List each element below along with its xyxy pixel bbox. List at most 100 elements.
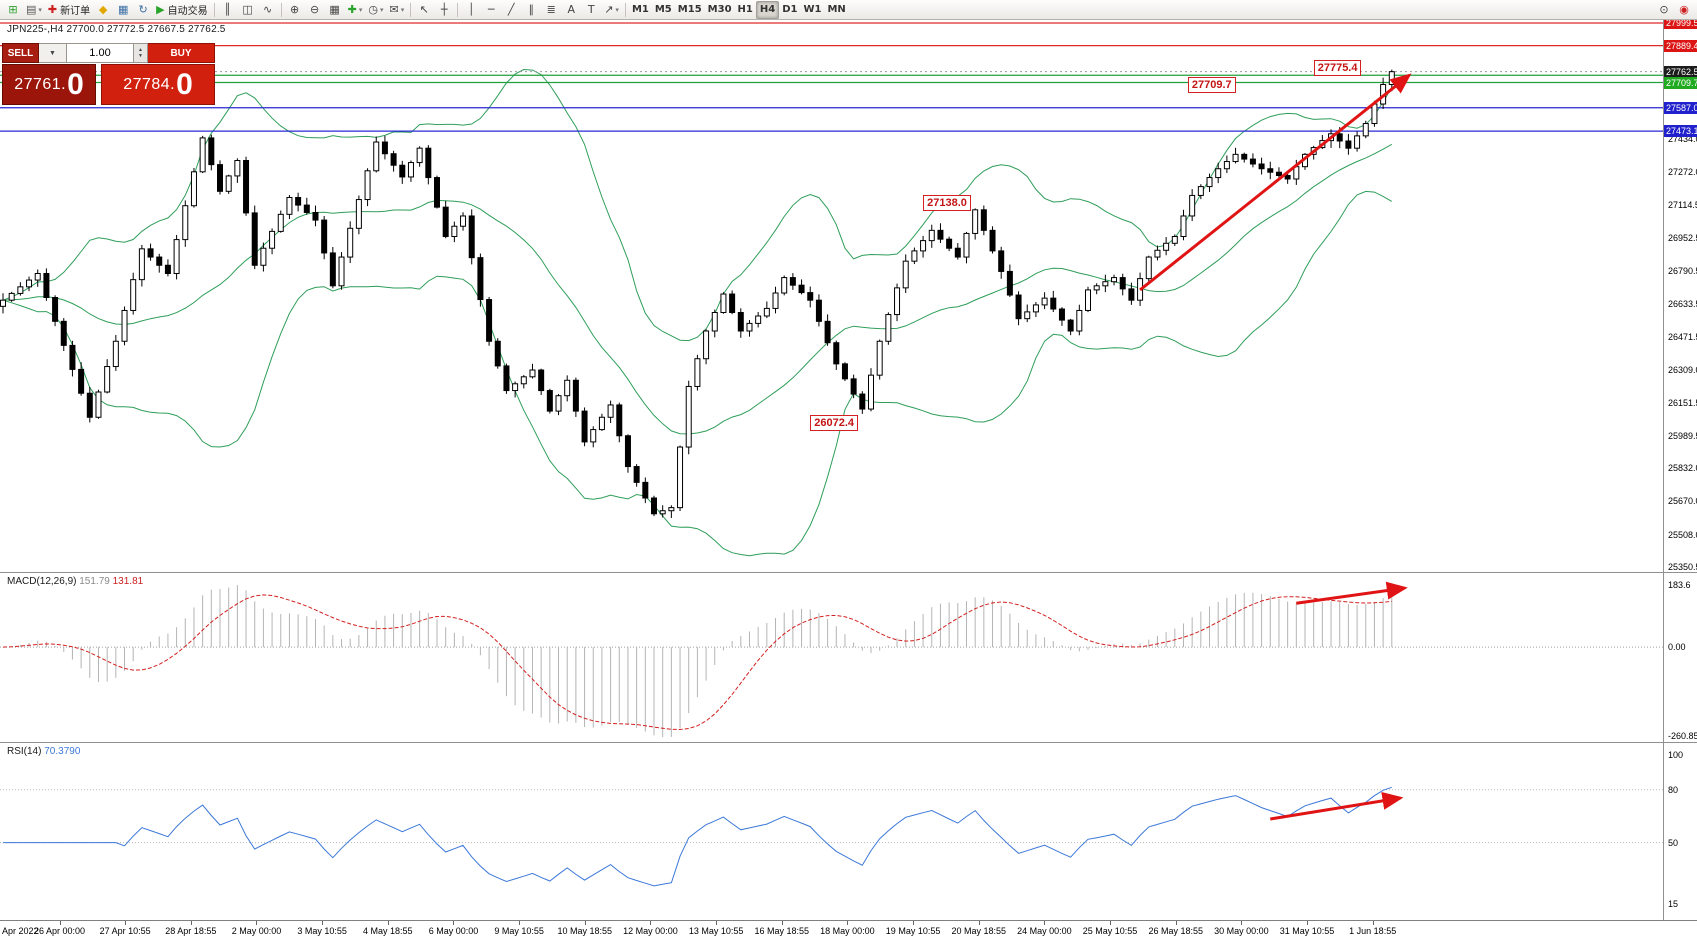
fibonacci-icon: ≣ (546, 3, 556, 16)
add-indicator-icon: ✚ (347, 3, 357, 16)
timeframe-h4[interactable]: H4 (755, 0, 780, 19)
buy-button[interactable]: BUY (148, 43, 215, 63)
trend-arrow[interactable] (1296, 581, 1408, 605)
time-axis-tick (978, 921, 980, 925)
periods-button[interactable]: ◷ ▾ (365, 1, 386, 19)
new-order-icon: ✚ (47, 3, 58, 16)
price-annotation[interactable]: 27709.7 (1187, 76, 1236, 93)
price-scale-tick: 27114.5 (1668, 199, 1697, 210)
sell-button[interactable]: SELL (2, 43, 39, 63)
price-scale-tick: 25989.5 (1668, 430, 1697, 441)
price-scale-marker: 27762.5 (1664, 65, 1697, 78)
time-axis-label: 28 Apr 18:55 (165, 926, 217, 936)
time-axis-label: 20 May 18:55 (951, 926, 1007, 936)
arrows-objects-button[interactable]: ↗ ▾ (601, 1, 622, 19)
price-annotation[interactable]: 27775.4 (1313, 59, 1362, 76)
time-axis-tick (847, 921, 849, 925)
timeframe-m15[interactable]: M15 (677, 4, 702, 15)
zoom-out-button[interactable]: ⊖ (305, 1, 325, 19)
timeframe-m1[interactable]: M1 (631, 4, 649, 15)
equidistant-channel-button[interactable]: ∥ (521, 1, 541, 19)
sell-price-button[interactable]: 27761. 0 (2, 64, 96, 105)
time-axis[interactable]: Apr 2022 26 Apr 00:00 27 Apr 10:55 28 Apr 1… (0, 920, 1697, 938)
metaeditor-icon: ◆ (98, 3, 108, 16)
time-axis-label: 27 Apr 10:55 (99, 926, 151, 936)
buy-price-button[interactable]: 27784. 0 (101, 64, 215, 105)
price-annotation[interactable]: 26072.4 (810, 415, 859, 432)
text-label-button[interactable]: T (581, 1, 601, 19)
search-button[interactable]: ⊙ (1654, 1, 1674, 19)
price-scale-tick: 26633.5 (1668, 298, 1697, 309)
rsi-label: RSI(14) 70.3790 (7, 746, 80, 757)
chevron-down-icon: ▾ (379, 5, 384, 14)
toolbar-separator (410, 2, 412, 17)
price-scale-tick: 27272.0 (1668, 167, 1697, 178)
refresh-button[interactable]: ↻ (133, 1, 153, 19)
auto-trading-button[interactable]: ▶ 自动交易 (153, 1, 210, 19)
time-axis-label: 4 May 18:55 (363, 926, 413, 936)
zoom-out-icon: ⊖ (310, 3, 320, 16)
chart-canvas[interactable] (0, 20, 1697, 938)
horizontal-line-button[interactable]: ─ (481, 1, 501, 19)
vertical-line-button[interactable]: │ (461, 1, 481, 19)
time-axis-label: 25 May 10:55 (1082, 926, 1138, 936)
time-axis-label: 12 May 00:00 (623, 926, 678, 936)
trendline-button[interactable]: ╱ (501, 1, 521, 19)
time-axis-tick (781, 921, 783, 925)
line-chart-mode-button[interactable]: ∿ (258, 1, 278, 19)
price-scale-tick: 25508.0 (1668, 529, 1697, 540)
toolbar-separator (624, 2, 626, 17)
community-button[interactable]: ◉ (1674, 1, 1694, 19)
add-indicator-button[interactable]: ✚ ▾ (345, 1, 366, 19)
search-icon: ⊙ (1659, 3, 1669, 16)
bar-chart-mode-button[interactable]: ║ (218, 1, 238, 19)
candlestick-mode-icon: ◫ (242, 3, 253, 16)
price-annotation[interactable]: 27138.0 (923, 194, 971, 211)
market-watch-button[interactable]: ▦ (113, 1, 133, 19)
timeframe-d1[interactable]: D1 (782, 4, 798, 15)
new-chart-button[interactable]: ⊞ (3, 1, 23, 19)
bar-chart-mode-icon: ║ (224, 3, 231, 16)
order-type-dropdown[interactable]: ▼ (39, 43, 67, 63)
time-axis-label: 1 Jun 18:55 (1349, 926, 1397, 936)
price-scale-tick: 26309.0 (1668, 365, 1697, 376)
rsi-line (3, 786, 1392, 887)
profiles-button[interactable]: ▤ ▾ (23, 1, 45, 19)
cursor-button[interactable]: ↖ (414, 1, 434, 19)
volume-input[interactable] (67, 43, 134, 63)
timeframe-w1[interactable]: W1 (803, 4, 822, 15)
trend-arrow[interactable] (1139, 73, 1412, 292)
tile-windows-button[interactable]: ▦ (325, 1, 345, 19)
metaeditor-button[interactable]: ◆ (93, 1, 113, 19)
crosshair-button[interactable]: ┼ (434, 1, 454, 19)
spinner-down-icon[interactable]: ▼ (138, 53, 143, 59)
time-axis-tick (125, 921, 127, 925)
time-axis-tick (716, 921, 718, 925)
timeframe-mn[interactable]: MN (827, 4, 846, 15)
price-scale-tick: 25832.0 (1668, 463, 1697, 474)
bollinger-bands[interactable] (2, 68, 1393, 557)
candlestick-mode-button[interactable]: ◫ (238, 1, 258, 19)
volume-stepper[interactable]: ▲ ▼ (134, 43, 148, 63)
chevron-down-icon: ▾ (358, 5, 363, 14)
timeframe-h1[interactable]: H1 (737, 4, 753, 15)
text-button[interactable]: A (561, 1, 581, 19)
time-axis-label: Apr 2022 (2, 926, 39, 936)
trend-arrow[interactable] (1270, 791, 1404, 821)
rsi-scale-tick: 80 (1668, 784, 1679, 795)
zoom-in-button[interactable]: ⊕ (285, 1, 305, 19)
new-order-button[interactable]: ✚ 新订单 (45, 1, 93, 19)
price-scale-marker: 27999.5 (1664, 17, 1697, 29)
templates-button[interactable]: ✉ ▾ (386, 1, 407, 19)
fibonacci-button[interactable]: ≣ (541, 1, 561, 19)
price-scale-tick: 25670.0 (1668, 496, 1697, 507)
macd-histogram (11, 585, 1393, 737)
price-scale-tick: 25350.5 (1668, 562, 1697, 573)
spinner-up-icon[interactable]: ▲ (138, 47, 143, 53)
time-axis-label: 2 May 00:00 (231, 926, 282, 936)
timeframe-m30[interactable]: M30 (707, 4, 732, 15)
timeframe-m5[interactable]: M5 (654, 4, 672, 15)
auto-trading-icon: ▶ (156, 3, 165, 16)
toolbar: ⊞ ▤ ▾ ✚ 新订单 ◆ ▦ ↻ ▶ 自动交易 ║ ◫ ∿ ⊕ ⊖ ▦ ✚ ▾ ◷ ▾ ✉ ▾ ↖ ┼ │ ─ ╱ ∥ ≣ A T ↗ ▾ M1… (0, 0, 1697, 20)
macd-signal-value: 131.81 (112, 576, 144, 587)
